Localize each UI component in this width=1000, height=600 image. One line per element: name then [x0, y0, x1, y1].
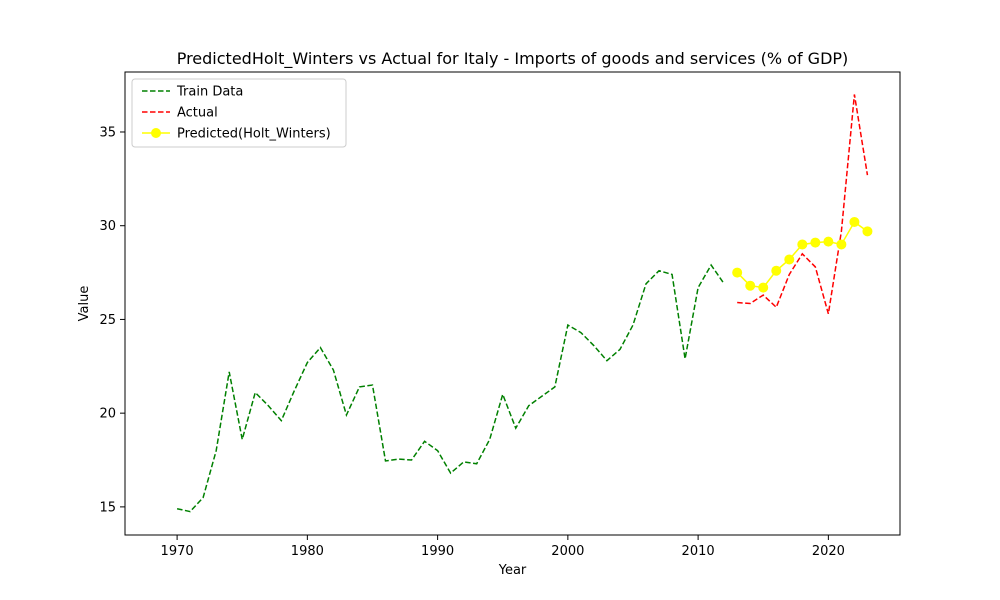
- y-tick-label: 30: [99, 219, 116, 234]
- y-axis-ticks: 15 20 25 30 35: [99, 125, 125, 515]
- series-point-predicted-holt-winters: [758, 282, 769, 293]
- y-tick-label: 15: [99, 500, 116, 515]
- legend: Train Data Actual Predicted(Holt_Winters): [131, 78, 347, 148]
- series-point-predicted-holt-winters: [771, 265, 782, 276]
- x-tick-label: 1980: [291, 544, 324, 559]
- legend-label: Actual: [177, 106, 218, 121]
- y-tick-label: 20: [99, 407, 116, 422]
- series-point-predicted-holt-winters: [745, 280, 756, 291]
- x-tick-label: 1970: [161, 544, 194, 559]
- y-axis-label: Value: [77, 286, 92, 322]
- plot-area: [124, 71, 901, 536]
- legend-frame: [131, 78, 347, 148]
- x-axis-label: Year: [498, 563, 527, 578]
- x-tick-label: 2020: [812, 544, 845, 559]
- x-tick-label: 1990: [421, 544, 454, 559]
- legend-marker: [151, 128, 161, 138]
- series-line-train-data: [176, 263, 725, 513]
- series-point-predicted-holt-winters: [810, 237, 821, 248]
- y-tick-label: 35: [99, 125, 116, 140]
- series-point-predicted-holt-winters: [862, 226, 873, 237]
- x-tick-label: 2010: [682, 544, 715, 559]
- y-tick-label: 25: [99, 313, 116, 328]
- series-point-predicted-holt-winters: [823, 236, 834, 247]
- chart-title: PredictedHolt_Winters vs Actual for Ital…: [177, 49, 849, 69]
- series-point-predicted-holt-winters: [849, 216, 860, 227]
- series-point-predicted-holt-winters: [797, 239, 808, 250]
- series-point-predicted-holt-winters: [732, 267, 743, 278]
- x-axis-ticks: 1970 1980 1990 2000 2010 2020: [161, 535, 845, 559]
- legend-label: Predicted(Holt_Winters): [177, 127, 331, 142]
- legend-label: Train Data: [176, 85, 243, 100]
- series-line-actual: [737, 94, 869, 315]
- chart-marks: [176, 94, 873, 513]
- series-point-predicted-holt-winters: [784, 254, 795, 265]
- series-point-predicted-holt-winters: [836, 239, 847, 250]
- x-tick-label: 2000: [551, 544, 584, 559]
